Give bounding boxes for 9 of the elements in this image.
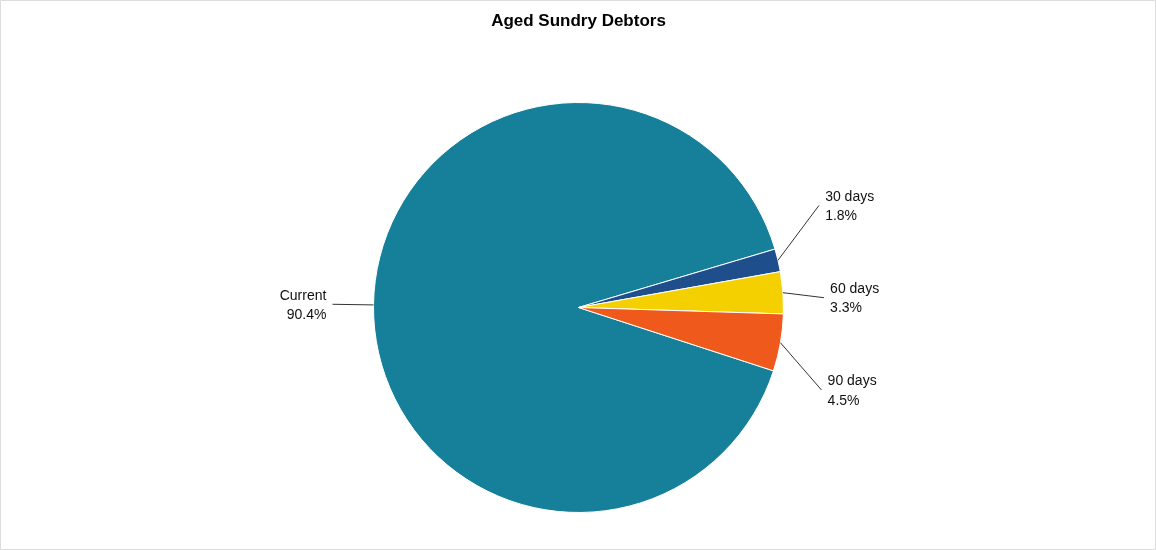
slice-label: 60 days [830,280,880,297]
data-label: 1.8% [825,207,858,224]
slice-label: Current [279,286,327,303]
chart-title: Aged Sundry Debtors [491,11,666,30]
slice-label: 90 days [827,372,877,389]
slice-label: 30 days [825,187,875,204]
data-label: 90.4% [286,305,327,322]
data-label: 4.5% [827,391,860,408]
data-label: 3.3% [830,299,863,316]
